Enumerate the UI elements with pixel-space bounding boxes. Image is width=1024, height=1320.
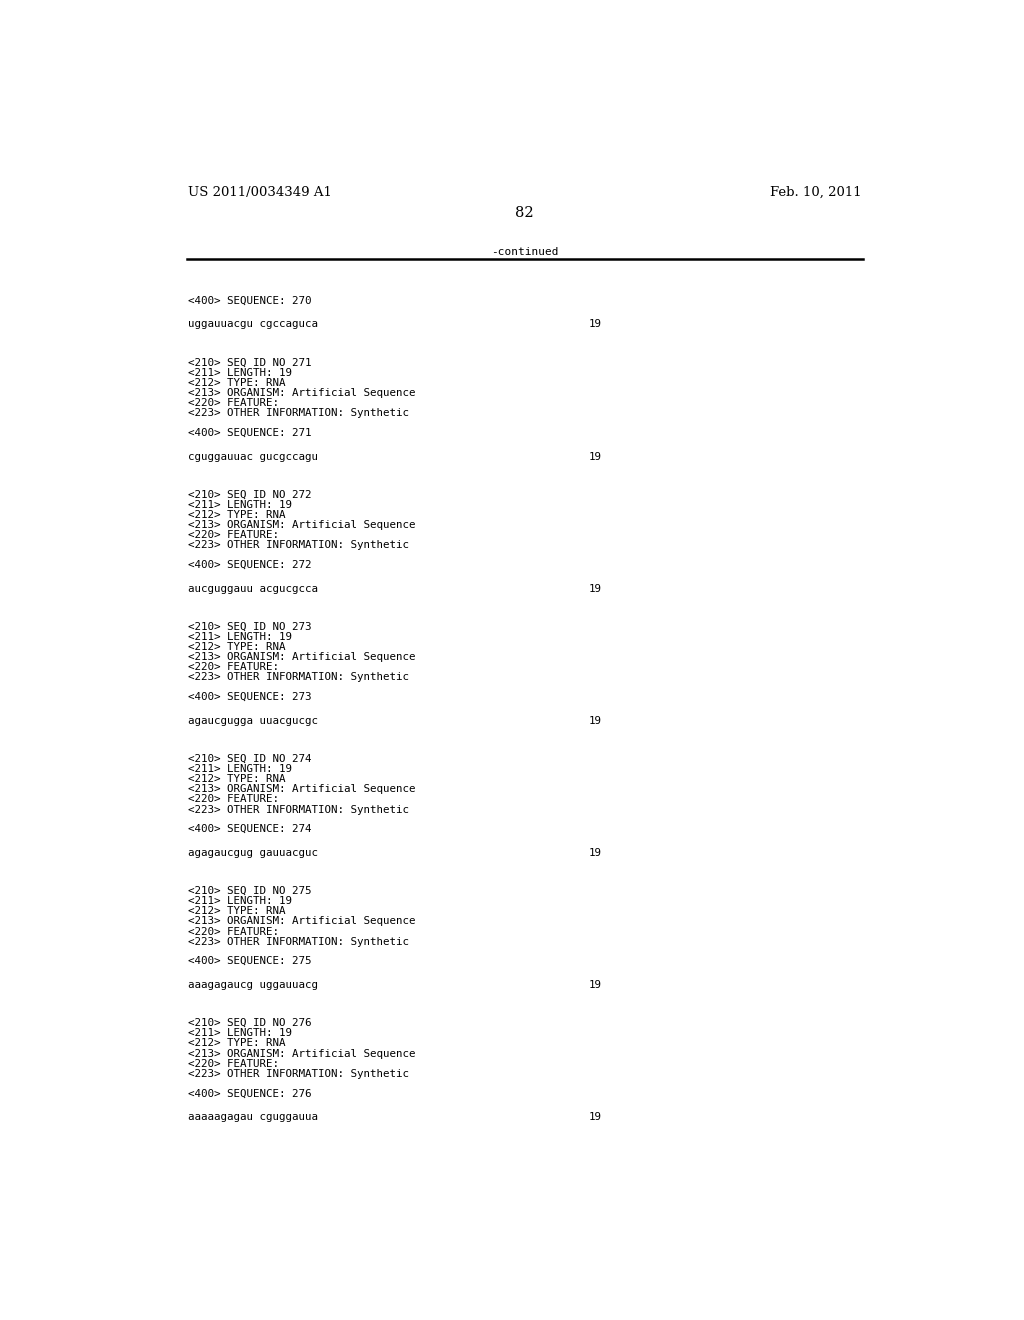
Text: 82: 82	[515, 206, 535, 220]
Text: <220> FEATURE:: <220> FEATURE:	[188, 663, 280, 672]
Text: 19: 19	[589, 451, 602, 462]
Text: <210> SEQ ID NO 274: <210> SEQ ID NO 274	[188, 754, 312, 764]
Text: <400> SEQUENCE: 275: <400> SEQUENCE: 275	[188, 956, 312, 966]
Text: <210> SEQ ID NO 271: <210> SEQ ID NO 271	[188, 358, 312, 367]
Text: <212> TYPE: RNA: <212> TYPE: RNA	[188, 774, 286, 784]
Text: <212> TYPE: RNA: <212> TYPE: RNA	[188, 1039, 286, 1048]
Text: uggauuacgu cgccaguca: uggauuacgu cgccaguca	[188, 319, 318, 330]
Text: <220> FEATURE:: <220> FEATURE:	[188, 399, 280, 408]
Text: -continued: -continued	[492, 247, 558, 257]
Text: <211> LENGTH: 19: <211> LENGTH: 19	[188, 896, 293, 906]
Text: cguggauuac gucgccagu: cguggauuac gucgccagu	[188, 451, 318, 462]
Text: <220> FEATURE:: <220> FEATURE:	[188, 1059, 280, 1069]
Text: aaaaagagau cguggauua: aaaaagagau cguggauua	[188, 1113, 318, 1122]
Text: <211> LENGTH: 19: <211> LENGTH: 19	[188, 764, 293, 774]
Text: <213> ORGANISM: Artificial Sequence: <213> ORGANISM: Artificial Sequence	[188, 784, 416, 795]
Text: <400> SEQUENCE: 276: <400> SEQUENCE: 276	[188, 1088, 312, 1098]
Text: <210> SEQ ID NO 273: <210> SEQ ID NO 273	[188, 622, 312, 632]
Text: <210> SEQ ID NO 272: <210> SEQ ID NO 272	[188, 490, 312, 499]
Text: US 2011/0034349 A1: US 2011/0034349 A1	[188, 186, 333, 199]
Text: <210> SEQ ID NO 276: <210> SEQ ID NO 276	[188, 1018, 312, 1028]
Text: <211> LENGTH: 19: <211> LENGTH: 19	[188, 632, 293, 642]
Text: 19: 19	[589, 981, 602, 990]
Text: 19: 19	[589, 319, 602, 330]
Text: <212> TYPE: RNA: <212> TYPE: RNA	[188, 378, 286, 388]
Text: aucguggauu acgucgcca: aucguggauu acgucgcca	[188, 583, 318, 594]
Text: 19: 19	[589, 715, 602, 726]
Text: <400> SEQUENCE: 271: <400> SEQUENCE: 271	[188, 428, 312, 438]
Text: <212> TYPE: RNA: <212> TYPE: RNA	[188, 907, 286, 916]
Text: <213> ORGANISM: Artificial Sequence: <213> ORGANISM: Artificial Sequence	[188, 388, 416, 397]
Text: <220> FEATURE:: <220> FEATURE:	[188, 927, 280, 937]
Text: <223> OTHER INFORMATION: Synthetic: <223> OTHER INFORMATION: Synthetic	[188, 408, 410, 418]
Text: <212> TYPE: RNA: <212> TYPE: RNA	[188, 642, 286, 652]
Text: <223> OTHER INFORMATION: Synthetic: <223> OTHER INFORMATION: Synthetic	[188, 540, 410, 550]
Text: <210> SEQ ID NO 275: <210> SEQ ID NO 275	[188, 886, 312, 896]
Text: <223> OTHER INFORMATION: Synthetic: <223> OTHER INFORMATION: Synthetic	[188, 937, 410, 946]
Text: <213> ORGANISM: Artificial Sequence: <213> ORGANISM: Artificial Sequence	[188, 520, 416, 531]
Text: <211> LENGTH: 19: <211> LENGTH: 19	[188, 1028, 293, 1039]
Text: aaagagaucg uggauuacg: aaagagaucg uggauuacg	[188, 981, 318, 990]
Text: <213> ORGANISM: Artificial Sequence: <213> ORGANISM: Artificial Sequence	[188, 1048, 416, 1059]
Text: <223> OTHER INFORMATION: Synthetic: <223> OTHER INFORMATION: Synthetic	[188, 1069, 410, 1078]
Text: <213> ORGANISM: Artificial Sequence: <213> ORGANISM: Artificial Sequence	[188, 916, 416, 927]
Text: 19: 19	[589, 583, 602, 594]
Text: <400> SEQUENCE: 270: <400> SEQUENCE: 270	[188, 296, 312, 305]
Text: <400> SEQUENCE: 273: <400> SEQUENCE: 273	[188, 692, 312, 702]
Text: <223> OTHER INFORMATION: Synthetic: <223> OTHER INFORMATION: Synthetic	[188, 805, 410, 814]
Text: <223> OTHER INFORMATION: Synthetic: <223> OTHER INFORMATION: Synthetic	[188, 672, 410, 682]
Text: agaucgugga uuacgucgc: agaucgugga uuacgucgc	[188, 715, 318, 726]
Text: <212> TYPE: RNA: <212> TYPE: RNA	[188, 510, 286, 520]
Text: <213> ORGANISM: Artificial Sequence: <213> ORGANISM: Artificial Sequence	[188, 652, 416, 663]
Text: <211> LENGTH: 19: <211> LENGTH: 19	[188, 500, 293, 510]
Text: <220> FEATURE:: <220> FEATURE:	[188, 531, 280, 540]
Text: agagaucgug gauuacguc: agagaucgug gauuacguc	[188, 847, 318, 858]
Text: <220> FEATURE:: <220> FEATURE:	[188, 795, 280, 804]
Text: <400> SEQUENCE: 272: <400> SEQUENCE: 272	[188, 560, 312, 570]
Text: Feb. 10, 2011: Feb. 10, 2011	[769, 186, 861, 199]
Text: 19: 19	[589, 847, 602, 858]
Text: <400> SEQUENCE: 274: <400> SEQUENCE: 274	[188, 824, 312, 834]
Text: 19: 19	[589, 1113, 602, 1122]
Text: <211> LENGTH: 19: <211> LENGTH: 19	[188, 367, 293, 378]
